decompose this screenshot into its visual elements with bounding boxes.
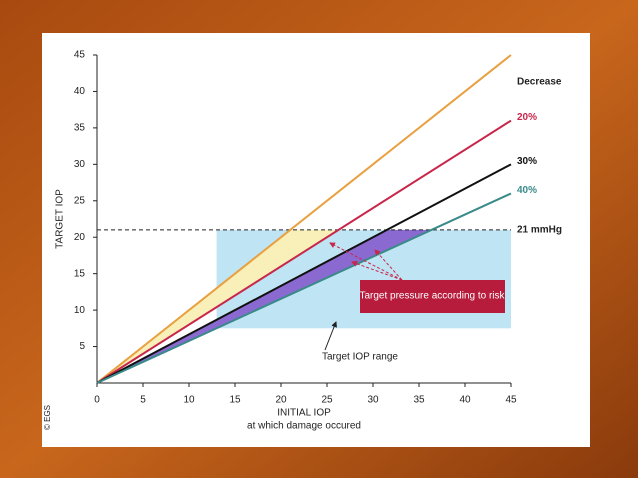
arrow: [329, 242, 403, 281]
x-tick-label: 20: [275, 395, 287, 406]
legend-label: 40%: [517, 185, 537, 196]
x-tick-label: 25: [321, 395, 333, 406]
y-axis-label: TARGET IOP: [55, 189, 66, 249]
y-tick-label: 20: [74, 232, 86, 243]
x-tick-label: 10: [183, 395, 195, 406]
credit: © EGS: [43, 405, 52, 430]
note-box: [360, 280, 505, 313]
y-tick-label: 10: [74, 305, 86, 316]
x-tick-label: 15: [229, 395, 241, 406]
y-tick-label: 15: [74, 268, 86, 279]
y-tick-label: 25: [74, 195, 86, 206]
y-tick-label: 5: [79, 341, 85, 352]
x-tick-label: 30: [367, 395, 379, 406]
legend-label: 20%: [517, 112, 537, 123]
x-axis-sublabel: at which damage occured: [247, 421, 361, 432]
x-tick-label: 5: [140, 395, 146, 406]
y-tick-label: 40: [74, 86, 86, 97]
y-tick-label: 30: [74, 159, 86, 170]
legend-label: 30%: [517, 156, 537, 167]
series-line: [96, 119, 512, 384]
x-axis-label: INITIAL IOP: [277, 408, 331, 419]
x-tick-label: 40: [459, 395, 471, 406]
x-tick-label: 45: [505, 395, 517, 406]
series-line: [96, 54, 512, 384]
threshold-label: 21 mmHg: [517, 225, 562, 236]
legend-title: Decrease: [517, 77, 562, 88]
x-tick-label: 0: [94, 395, 100, 406]
arrow: [374, 249, 403, 281]
plot: Target IOP range 0 5 10 15 20 25 30 35 40 45 5 10 15 2…: [55, 50, 562, 432]
arrow: [351, 260, 403, 281]
arrow: [324, 321, 337, 351]
risk-note: Target pressure according to risk: [359, 291, 505, 302]
series-line: [96, 192, 512, 384]
range-label: Target IOP range: [322, 352, 398, 363]
x-tick-label: 35: [413, 395, 425, 406]
series-line: [96, 163, 512, 384]
y-tick-label: 45: [74, 50, 86, 61]
y-tick-label: 35: [74, 123, 86, 134]
